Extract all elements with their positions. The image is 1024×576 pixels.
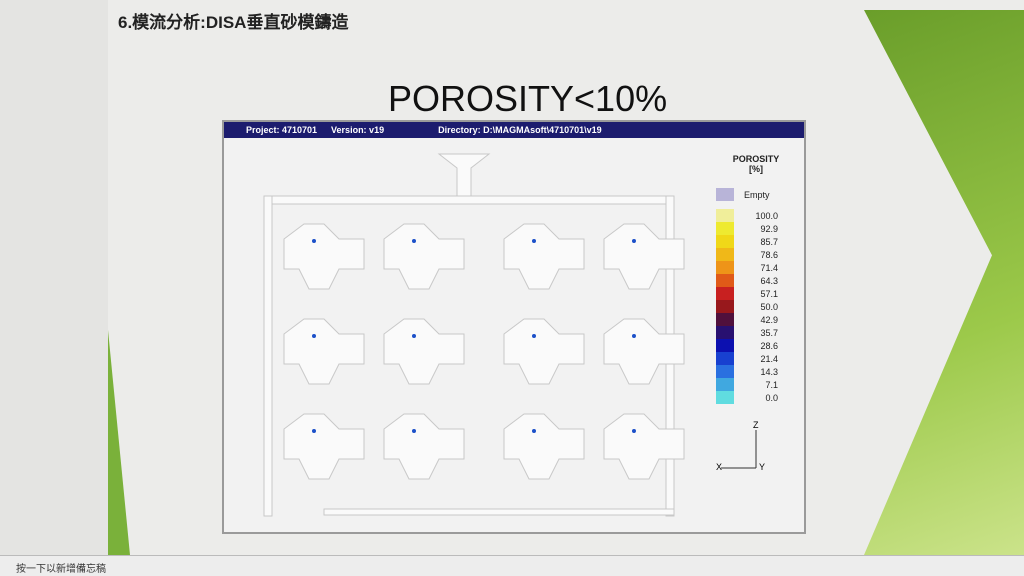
slide-title: 6.模流分析:DISA垂直砂模鑄造 [118,13,349,32]
legend-unit: [%] [749,164,763,174]
porosity-spot [412,239,416,243]
casting-part [383,223,465,290]
legend-value: 71.4 [760,262,778,273]
legend-swatch [716,391,734,404]
casting-model [263,153,685,517]
legend-value: 35.7 [760,327,778,338]
casting-part [503,413,585,480]
legend-level: 85.7 [716,235,796,248]
axis-triad: Z X Y [716,420,765,472]
y-axis-label: Y [759,462,765,472]
legend-level: 71.4 [716,261,796,274]
legend-swatch [716,339,734,352]
window-titlebar: Project: 4710701 Version: v19 Directory:… [224,122,804,138]
legend-swatch [716,300,734,313]
legend-value: 78.6 [760,249,778,260]
legend-swatch [716,248,734,261]
legend-title: POROSITY [732,154,780,164]
legend-swatch [716,326,734,339]
porosity-spot [632,429,636,433]
legend-level: 100.0 [716,209,796,222]
runner-left [263,195,273,517]
legend-value: 57.1 [760,288,778,299]
legend-value: 21.4 [760,353,778,364]
legend-level: 64.3 [716,274,796,287]
porosity-spot [532,239,536,243]
legend-level: 42.9 [716,313,796,326]
casting-part [603,413,685,480]
legend-value: 100.0 [755,210,778,221]
legend-swatch [716,378,734,391]
legend-level: 78.6 [716,248,796,261]
x-axis-label: X [716,462,722,472]
casting-part [603,223,685,290]
legend-swatch [716,287,734,300]
slide-heading: POROSITY<10% [388,78,668,119]
casting-part [283,223,365,290]
sprue-cup [437,153,491,199]
legend-value: 42.9 [760,314,778,325]
legend-swatch [716,274,734,287]
legend-level: 0.0 [716,391,796,404]
green-decoration [864,10,1024,555]
casting-part [383,318,465,385]
legend-value: 14.3 [760,366,778,377]
legend-value: 92.9 [760,223,778,234]
legend-value: 64.3 [760,275,778,286]
legend-value: 0.0 [765,392,778,403]
porosity-spot [312,239,316,243]
legend-level: 57.1 [716,287,796,300]
casting-part [283,413,365,480]
empty-swatch [716,188,734,201]
legend-level: 14.3 [716,365,796,378]
simulation-window: Project: 4710701 Version: v19 Directory:… [222,120,806,534]
legend-swatch [716,235,734,248]
z-axis-label: Z [753,420,759,430]
casting-part [383,413,465,480]
porosity-spot [312,334,316,338]
legend-level: 21.4 [716,352,796,365]
slide-thumbnail-pane[interactable] [0,0,109,555]
version-label: Version: v19 [331,125,385,135]
legend-swatch [716,352,734,365]
porosity-spot [532,429,536,433]
legend-value: 85.7 [760,236,778,247]
notes-pane[interactable]: 按一下以新增備忘稿 [0,555,1024,576]
green-decoration-left [108,330,130,555]
porosity-legend: POROSITY [%] Empty 100.0 92.9 85.7 78.6 71.4… [716,154,796,480]
porosity-spot [312,429,316,433]
casting-part [283,318,365,385]
porosity-spot [632,239,636,243]
legend-level: 28.6 [716,339,796,352]
porosity-spot [532,334,536,338]
legend-swatch [716,222,734,235]
casting-part [603,318,685,385]
legend-value: 7.1 [765,379,778,390]
legend-swatch [716,313,734,326]
project-label: Project: 4710701 [246,125,318,135]
legend-level: 92.9 [716,222,796,235]
porosity-spot [412,334,416,338]
legend-level: 7.1 [716,378,796,391]
legend-level: 50.0 [716,300,796,313]
runner-bottom [323,508,675,516]
legend-swatch [716,209,734,222]
runner-top [263,195,675,205]
empty-label: Empty [744,189,770,200]
directory-label: Directory: D:\MAGMAsoft\4710701\v19 [438,125,602,135]
legend-swatch [716,365,734,378]
porosity-spot [632,334,636,338]
legend-value: 28.6 [760,340,778,351]
legend-swatch [716,261,734,274]
porosity-spot [412,429,416,433]
legend-value: 50.0 [760,301,778,312]
casting-part [503,318,585,385]
legend-level: 35.7 [716,326,796,339]
casting-part [503,223,585,290]
